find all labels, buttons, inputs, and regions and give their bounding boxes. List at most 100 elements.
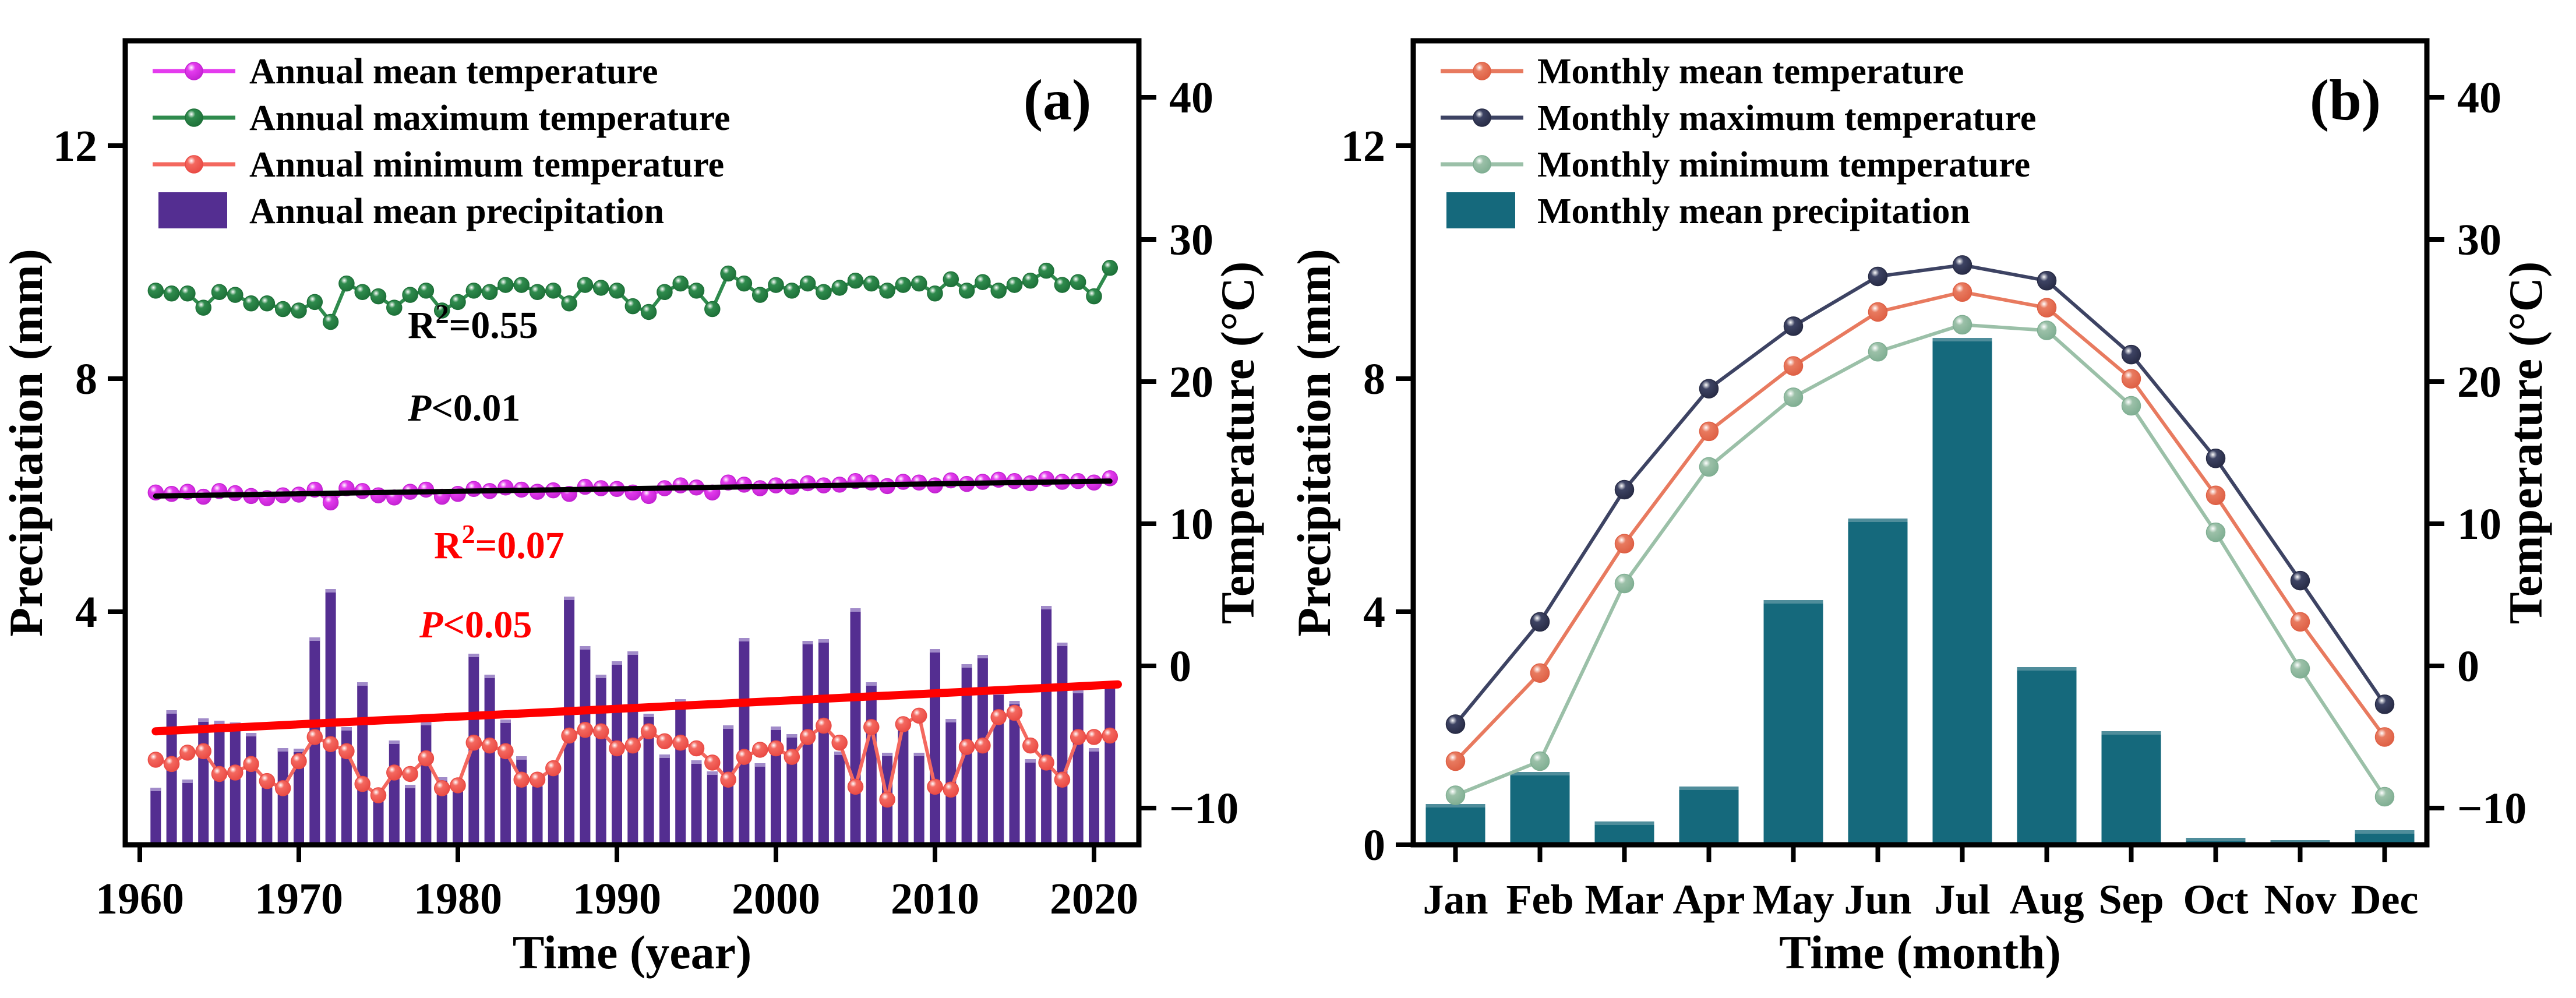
data-point-marker <box>418 283 435 299</box>
bar <box>691 760 702 845</box>
y-axis-right: −10 0 10 20 30 40 Temperature (°C) <box>2427 73 2552 833</box>
data-point-marker <box>227 764 244 781</box>
bar <box>548 768 559 845</box>
x-axis: 1960 1970 1980 1990 2000 2010 2020 Time (year) <box>96 845 1138 979</box>
panel-label: (b) <box>2310 68 2381 132</box>
bar <box>262 782 273 845</box>
data-point-marker <box>895 716 912 732</box>
data-point-marker <box>2037 320 2057 340</box>
data-point-marker <box>2374 694 2395 714</box>
bar <box>930 649 940 845</box>
legend-marker-icon <box>1473 62 1491 80</box>
data-point-marker <box>990 283 1007 299</box>
svg-text:Annual minimum temperature: Annual minimum temperature <box>249 145 724 185</box>
data-point-marker <box>370 787 387 803</box>
bar <box>739 638 750 845</box>
data-point-marker <box>688 740 705 757</box>
data-point-marker <box>799 275 816 292</box>
data-point-marker <box>291 302 307 319</box>
data-point-marker <box>465 735 482 751</box>
bar <box>2017 667 2077 845</box>
bar <box>675 699 686 845</box>
data-point-marker <box>465 283 482 299</box>
data-point-marker <box>958 283 975 299</box>
mean-temperature-trend <box>153 478 1113 499</box>
data-point-marker <box>831 735 848 751</box>
data-point-marker <box>2206 522 2226 542</box>
data-point-marker <box>751 287 768 303</box>
data-point-marker <box>2037 271 2057 291</box>
legend-marker-icon <box>185 155 203 174</box>
data-point-marker <box>211 284 228 301</box>
bar <box>913 753 924 845</box>
panel-label: (a) <box>1024 68 1092 132</box>
legend-item-monthly-maximum-temperature: Monthly maximum temperature <box>1441 98 2036 138</box>
data-point-marker <box>768 740 784 757</box>
stat-annotation: P<0.01 <box>407 387 520 429</box>
svg-text:Annual mean precipitation: Annual mean precipitation <box>249 192 664 231</box>
data-point-marker <box>816 717 832 734</box>
svg-text:−10: −10 <box>1169 784 1238 833</box>
svg-text:Dec: Dec <box>2351 876 2419 923</box>
data-point-marker <box>1952 282 1972 302</box>
data-point-marker <box>1699 379 1719 399</box>
legend-marker-icon <box>1473 108 1491 127</box>
svg-text:Temperature (°C): Temperature (°C) <box>2499 262 2552 625</box>
bar <box>1009 701 1020 845</box>
legend-item-annual-mean-temperature: Annual mean temperature <box>153 52 658 91</box>
svg-text:Jul: Jul <box>1934 876 1990 923</box>
bar <box>754 763 765 845</box>
data-point-marker <box>831 280 848 296</box>
svg-text:0: 0 <box>1169 642 1191 691</box>
svg-text:Nov: Nov <box>2264 876 2337 923</box>
data-point-marker <box>768 277 784 293</box>
bar <box>1425 804 1485 845</box>
data-point-marker <box>2374 787 2395 807</box>
svg-text:−10: −10 <box>2457 784 2526 833</box>
bar <box>214 721 225 845</box>
bar <box>1089 748 1099 845</box>
data-point-marker <box>322 494 339 511</box>
svg-text:30: 30 <box>1169 216 1213 265</box>
data-point-marker <box>529 284 546 301</box>
data-point-marker <box>2037 298 2057 318</box>
svg-text:30: 30 <box>2457 216 2501 265</box>
bar <box>421 722 432 845</box>
svg-text:Time (month): Time (month) <box>1779 926 2061 979</box>
svg-text:1980: 1980 <box>414 874 502 923</box>
data-point-marker <box>2290 570 2310 591</box>
data-point-marker <box>1614 479 1635 500</box>
data-point-marker <box>338 275 355 292</box>
data-point-marker <box>1530 751 1550 771</box>
data-point-marker <box>1086 729 1102 745</box>
bar <box>2101 731 2161 845</box>
data-point-marker <box>895 277 912 293</box>
svg-text:10: 10 <box>2457 500 2501 549</box>
bar <box>357 682 368 845</box>
data-point-marker <box>433 780 450 796</box>
data-point-marker <box>370 288 387 305</box>
data-point-marker <box>1868 342 1888 362</box>
data-point-marker <box>402 766 418 782</box>
bar <box>1932 338 1992 845</box>
data-point-marker <box>2121 396 2141 416</box>
data-point-marker <box>497 743 514 760</box>
bar <box>198 718 209 845</box>
data-point-marker <box>1102 727 1118 744</box>
data-point-marker <box>450 294 466 311</box>
data-point-marker <box>1006 277 1023 293</box>
legend: Monthly mean temperature Monthly maximum … <box>1441 52 2036 231</box>
y-axis-right: −10 0 10 20 30 40 Temperature (°C) <box>1139 73 1264 833</box>
bar <box>373 793 384 845</box>
svg-text:40: 40 <box>2457 73 2501 122</box>
data-point-marker <box>2206 449 2226 468</box>
monthly-mean-precipitation-bars <box>1425 338 2415 845</box>
legend-item-monthly-mean-temperature: Monthly mean temperature <box>1441 52 1964 91</box>
data-point-marker <box>609 740 625 757</box>
data-point-marker <box>243 295 259 312</box>
data-point-marker <box>577 277 594 293</box>
svg-text:20: 20 <box>2457 358 2501 407</box>
data-point-marker <box>1445 785 1466 805</box>
data-point-marker <box>2290 612 2310 632</box>
